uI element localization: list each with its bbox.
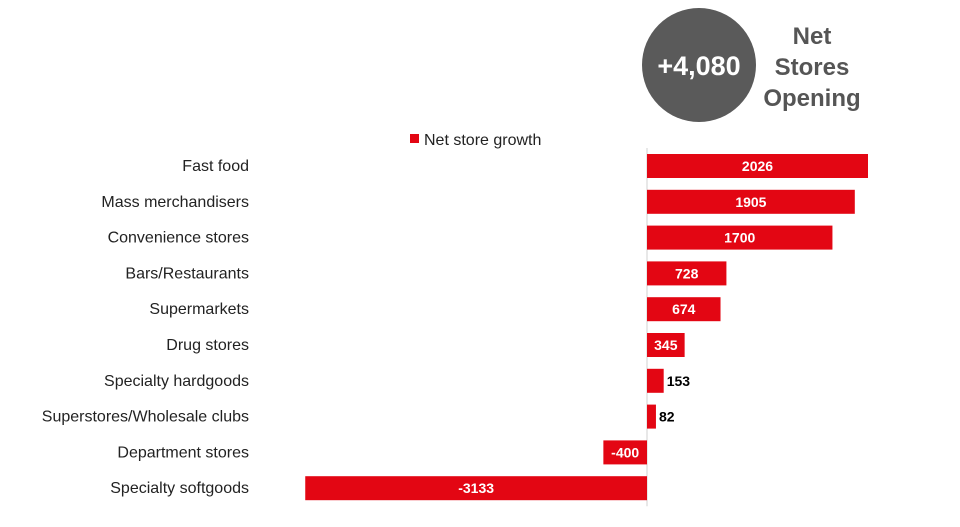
category-label: Superstores/Wholesale clubs <box>42 409 249 426</box>
category-label: Specialty softgoods <box>110 480 249 497</box>
data-label: -3133 <box>458 480 494 496</box>
bar <box>603 440 647 465</box>
badge-caption-line-1: Net <box>793 23 832 50</box>
data-label: 2026 <box>742 158 773 174</box>
data-label: 82 <box>659 409 675 425</box>
category-label: Drug stores <box>166 337 249 354</box>
bar <box>647 368 664 393</box>
data-label: 345 <box>654 337 678 353</box>
category-label: Department stores <box>117 444 249 461</box>
data-label: 1905 <box>735 194 766 210</box>
bar <box>647 154 868 178</box>
legend-label: Net store growth <box>424 132 541 149</box>
category-label: Supermarkets <box>149 301 249 318</box>
category-label: Convenience stores <box>108 230 249 247</box>
category-label: Mass merchandisers <box>101 194 249 211</box>
net-stores-badge: +4,080 Net Stores Opening <box>642 8 861 122</box>
bar <box>647 261 727 286</box>
bar <box>647 404 656 429</box>
category-label: Specialty hardgoods <box>104 373 249 390</box>
category-label: Fast food <box>182 158 249 175</box>
category-label: Bars/Restaurants <box>125 265 249 282</box>
bar <box>647 297 721 322</box>
legend: Net store growth <box>410 132 541 149</box>
bar <box>647 333 685 357</box>
badge-caption-line-2: Stores <box>775 54 850 81</box>
data-label: 1700 <box>724 230 755 246</box>
bars-layer: 2026 1905 1700 728 674 345 153 82 -400 -3133 <box>305 154 868 501</box>
labels-layer: Fast food Mass merchandisers Convenience s… <box>42 158 249 497</box>
data-label: -400 <box>611 444 639 460</box>
data-label: 153 <box>667 373 691 389</box>
badge-value: +4,080 <box>657 51 740 81</box>
badge-caption-line-3: Opening <box>763 85 860 112</box>
data-label: 728 <box>675 265 699 281</box>
data-label: 674 <box>672 301 696 317</box>
legend-swatch <box>410 134 419 143</box>
bar <box>647 189 855 214</box>
bar <box>647 225 833 250</box>
badge-circle <box>642 8 756 122</box>
bar <box>305 476 647 501</box>
